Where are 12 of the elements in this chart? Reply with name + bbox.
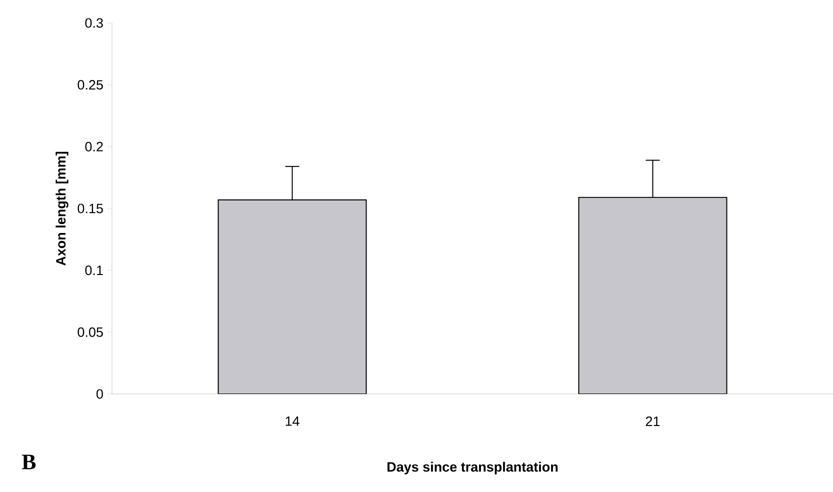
y-tick-label: 0.15 bbox=[78, 204, 103, 214]
y-tick-label: 0.2 bbox=[85, 142, 103, 152]
y-axis-title: Axon length [mm] bbox=[56, 152, 68, 266]
y-tick-label: 0.1 bbox=[85, 266, 103, 276]
y-tick-label: 0.3 bbox=[85, 18, 103, 28]
x-tick-label: 21 bbox=[646, 416, 660, 426]
x-axis-title: Days since transplantation bbox=[388, 462, 558, 474]
y-tick-label: 0.05 bbox=[78, 327, 103, 337]
y-tick-label: 0.25 bbox=[78, 80, 103, 90]
x-tick-label: 14 bbox=[286, 416, 300, 426]
text: B bbox=[22, 454, 36, 470]
y-tick-label: 0 bbox=[96, 389, 103, 399]
